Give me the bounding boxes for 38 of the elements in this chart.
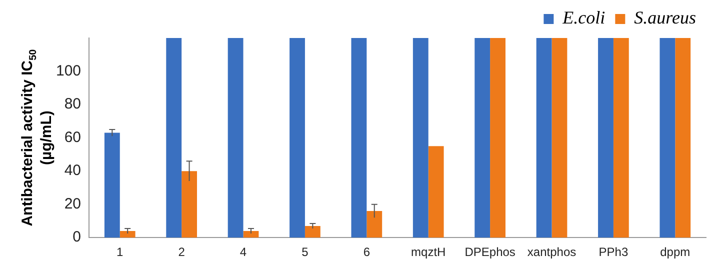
x-tick-label: 2 bbox=[178, 245, 186, 260]
bar bbox=[120, 230, 136, 238]
bar bbox=[675, 38, 691, 238]
x-tick-label: 5 bbox=[302, 245, 309, 260]
y-tick-label: 40 bbox=[64, 162, 82, 180]
bar bbox=[351, 38, 367, 238]
bar bbox=[474, 38, 490, 238]
bar bbox=[613, 38, 629, 238]
bar bbox=[366, 210, 382, 238]
bar bbox=[660, 38, 676, 238]
x-tick-label: PPh3 bbox=[598, 245, 628, 260]
bar bbox=[166, 38, 182, 238]
bar bbox=[552, 38, 568, 238]
x-tick-label: dppm bbox=[660, 245, 690, 260]
legend-label: E.coli bbox=[562, 8, 606, 28]
x-tick-label: 6 bbox=[363, 245, 370, 260]
y-tick-label: 100 bbox=[56, 62, 82, 80]
bar bbox=[182, 171, 197, 238]
bar bbox=[228, 38, 244, 238]
bar bbox=[412, 38, 428, 238]
bar bbox=[243, 230, 259, 238]
bar bbox=[290, 38, 305, 238]
bar bbox=[428, 146, 444, 238]
x-tick-label: mqztH bbox=[411, 245, 446, 260]
x-tick-label: DPEphos bbox=[464, 245, 516, 260]
x-tick-label: xantphos bbox=[527, 245, 576, 260]
y-tick-label: 20 bbox=[64, 195, 82, 212]
bar bbox=[304, 226, 320, 238]
bar bbox=[490, 38, 506, 238]
y-tick-label: 80 bbox=[64, 96, 82, 113]
y-tick-label: 0 bbox=[72, 228, 82, 246]
y-tick-label: 60 bbox=[64, 128, 82, 146]
bar bbox=[536, 38, 552, 238]
x-tick-label: 1 bbox=[116, 245, 124, 260]
legend-label: S.aureus bbox=[634, 8, 696, 28]
bar bbox=[104, 132, 120, 238]
x-tick-label: 4 bbox=[240, 245, 247, 260]
bar bbox=[598, 38, 614, 238]
